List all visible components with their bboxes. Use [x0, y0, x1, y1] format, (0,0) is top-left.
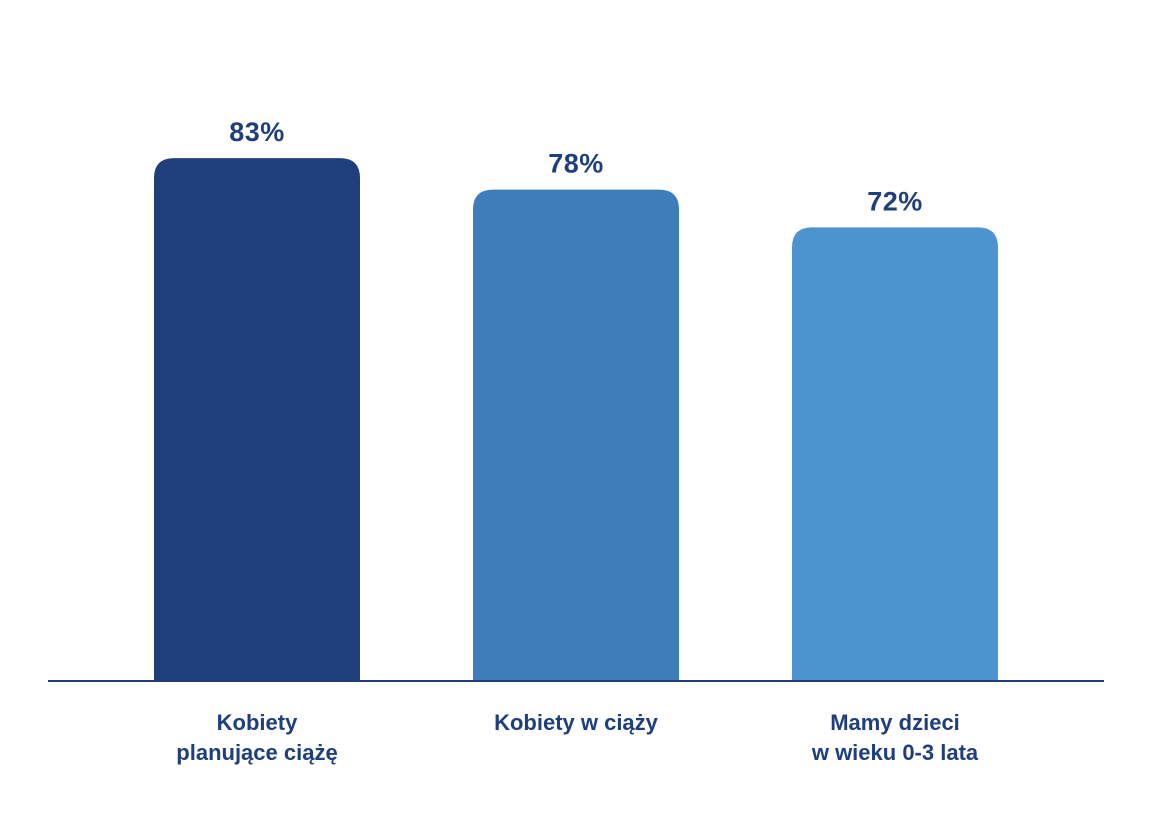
category-label-line: Kobiety w ciąży: [494, 710, 659, 735]
category-label-line: Mamy dzieci: [830, 710, 960, 735]
labels-layer: 83% Kobiety planujące ciążę 78% Kobiety w ci…: [176, 117, 979, 765]
value-label-1: 83%: [229, 117, 285, 147]
bar-3: [792, 227, 998, 681]
bar-2: [473, 189, 679, 681]
bar-1: [154, 158, 360, 682]
category-label-1: Kobiety planujące ciążę: [176, 710, 337, 765]
category-label-2: Kobiety w ciąży: [494, 710, 659, 735]
bars-layer: [154, 158, 998, 682]
value-label-3: 72%: [867, 186, 923, 216]
category-label-line: Kobiety: [217, 710, 298, 735]
category-label-line: planujące ciążę: [176, 740, 337, 765]
value-label-2: 78%: [548, 149, 604, 179]
category-label-line: w wieku 0-3 lata: [811, 740, 979, 765]
category-label-3: Mamy dzieci w wieku 0-3 lata: [811, 710, 979, 765]
